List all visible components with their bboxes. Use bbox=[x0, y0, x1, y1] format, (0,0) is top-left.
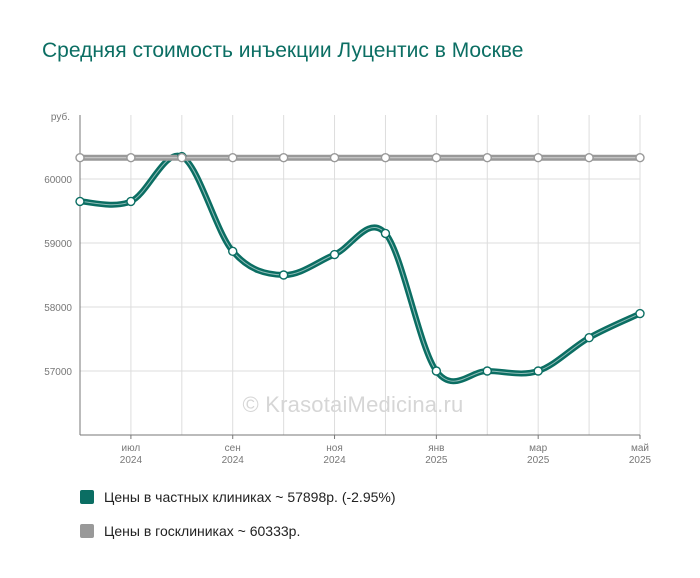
x-tick-label-month: мар bbox=[529, 443, 547, 454]
public-clinics-price-point bbox=[177, 152, 187, 163]
labels-layer: руб. 57000580005900060000июл2024сен2024н… bbox=[44, 111, 651, 466]
x-tick-label-month: сен bbox=[225, 443, 241, 454]
legend-label-public-clinics: Цены в госклиниках ~ 60333р. bbox=[104, 523, 301, 539]
x-tick-label-year: 2024 bbox=[222, 455, 245, 466]
public-clinics-price-point bbox=[278, 152, 289, 163]
x-tick-label-year: 2025 bbox=[629, 455, 652, 466]
grid-layer bbox=[79, 115, 641, 435]
public-clinics-price-point bbox=[329, 152, 340, 163]
private-clinics-price-point bbox=[584, 333, 594, 343]
private-clinics-price-point bbox=[278, 270, 289, 280]
chart-title: Средняя стоимость инъекции Луцентис в Мо… bbox=[42, 39, 524, 62]
public-clinics-price-point bbox=[584, 152, 594, 163]
private-clinics-price-point bbox=[635, 308, 645, 319]
private-clinics-price-point bbox=[482, 366, 492, 376]
private-clinics-price-point bbox=[228, 246, 238, 257]
private-clinics-price-point bbox=[329, 249, 340, 260]
x-tick-label-year: 2025 bbox=[425, 455, 448, 466]
line-chart: © KrasotaiMedicina.ru руб. 57000 58000 590… bbox=[44, 111, 651, 466]
x-tick-label-year: 2024 bbox=[323, 455, 346, 466]
legend-item-public-clinics[interactable]: Цены в госклиниках ~ 60333р. bbox=[80, 520, 660, 542]
x-tick-label-month: янв bbox=[428, 443, 444, 454]
private-clinics-price-line-highlight bbox=[79, 155, 641, 382]
x-tick-label-year: 2024 bbox=[120, 455, 143, 466]
legend-label-private-clinics: Цены в частных клиниках ~ 57898р. (-2.95… bbox=[104, 489, 396, 505]
private-clinics-price-point bbox=[431, 366, 442, 376]
y-tick-label: 60000 bbox=[44, 175, 72, 186]
public-clinics-price-point bbox=[126, 152, 136, 163]
private-clinics-price-point bbox=[533, 366, 543, 376]
x-tick-label-month: июл bbox=[122, 443, 141, 454]
watermark-text: © KrasotaiMedicina.ru bbox=[243, 392, 464, 417]
chart-legend: Цены в частных клиниках ~ 57898р. (-2.95… bbox=[80, 486, 660, 554]
public-clinics-price-point bbox=[380, 152, 391, 163]
y-tick-label: 58000 bbox=[44, 303, 72, 314]
private-clinics-price-point bbox=[380, 228, 391, 239]
x-tick-label-month: май bbox=[631, 443, 649, 454]
watermark-layer: © KrasotaiMedicina.ru bbox=[243, 392, 464, 417]
x-tick-label-year: 2025 bbox=[527, 455, 550, 466]
x-tick-label-month: ноя bbox=[326, 443, 343, 454]
private-clinics-swatch bbox=[80, 490, 94, 504]
public-clinics-price-point bbox=[482, 152, 492, 163]
private-clinics-price-point bbox=[126, 196, 136, 207]
public-clinics-price-point bbox=[635, 152, 645, 163]
private-clinics-price-point bbox=[75, 196, 85, 207]
public-clinics-swatch bbox=[80, 524, 94, 538]
y-axis-unit-label: руб. bbox=[51, 111, 70, 123]
points-layer bbox=[75, 151, 645, 376]
public-clinics-price-point bbox=[533, 152, 543, 163]
axes-layer bbox=[79, 115, 641, 439]
public-clinics-price-point bbox=[228, 152, 238, 163]
private-clinics-price-line bbox=[77, 152, 643, 385]
y-tick-label: 57000 bbox=[44, 367, 72, 378]
series-layer bbox=[77, 152, 643, 385]
y-tick-label: 59000 bbox=[44, 239, 72, 250]
public-clinics-price-point bbox=[431, 152, 442, 163]
public-clinics-price-point bbox=[75, 152, 85, 163]
legend-item-private-clinics[interactable]: Цены в частных клиниках ~ 57898р. (-2.95… bbox=[80, 486, 660, 508]
